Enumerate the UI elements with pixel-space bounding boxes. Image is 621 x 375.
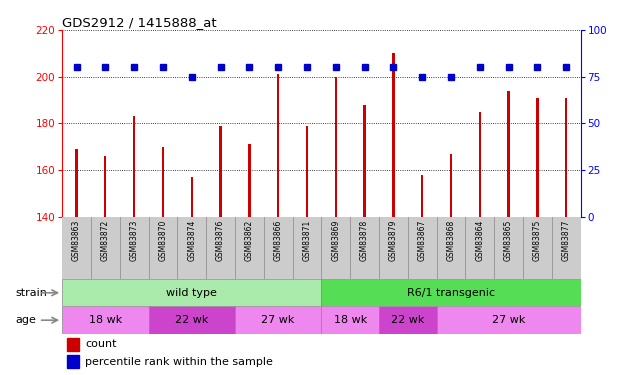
Bar	[479, 112, 481, 217]
Bar	[62, 279, 322, 306]
Text: percentile rank within the sample: percentile rank within the sample	[86, 357, 273, 366]
Bar	[219, 126, 222, 217]
Text: GSM83876: GSM83876	[216, 220, 225, 261]
Bar	[148, 306, 235, 334]
Text: GSM83871: GSM83871	[302, 220, 312, 261]
Bar	[162, 147, 164, 217]
Bar	[133, 116, 135, 217]
Text: GSM83874: GSM83874	[188, 220, 196, 261]
Text: GSM83869: GSM83869	[331, 220, 340, 261]
Text: GSM83870: GSM83870	[158, 220, 168, 261]
Text: GSM83878: GSM83878	[360, 220, 369, 261]
Bar	[67, 355, 79, 368]
Bar	[565, 98, 568, 217]
Text: GSM83868: GSM83868	[446, 220, 455, 261]
Text: GSM83862: GSM83862	[245, 220, 254, 261]
Text: 27 wk: 27 wk	[492, 315, 525, 325]
Bar	[67, 338, 79, 351]
Text: 27 wk: 27 wk	[261, 315, 295, 325]
Text: 22 wk: 22 wk	[391, 315, 425, 325]
Bar	[450, 154, 452, 217]
Bar	[75, 149, 78, 217]
Text: 22 wk: 22 wk	[175, 315, 209, 325]
Text: GDS2912 / 1415888_at: GDS2912 / 1415888_at	[62, 16, 217, 29]
Bar	[191, 177, 193, 217]
Bar	[363, 105, 366, 217]
Bar	[322, 306, 379, 334]
Text: wild type: wild type	[166, 288, 217, 298]
Bar	[507, 91, 510, 217]
Bar	[537, 98, 538, 217]
Text: GSM83875: GSM83875	[533, 220, 542, 261]
Bar	[277, 74, 279, 217]
Text: GSM83867: GSM83867	[418, 220, 427, 261]
Text: GSM83877: GSM83877	[562, 220, 571, 261]
Bar	[379, 306, 437, 334]
Bar	[335, 77, 337, 217]
Text: age: age	[16, 315, 36, 325]
Text: 18 wk: 18 wk	[89, 315, 122, 325]
Text: strain: strain	[16, 288, 47, 298]
Text: count: count	[86, 339, 117, 349]
Text: GSM83873: GSM83873	[130, 220, 138, 261]
Bar	[322, 279, 581, 306]
Bar	[421, 175, 424, 217]
Text: GSM83872: GSM83872	[101, 220, 110, 261]
Text: 18 wk: 18 wk	[333, 315, 367, 325]
Text: GSM83863: GSM83863	[72, 220, 81, 261]
Text: R6/1 transgenic: R6/1 transgenic	[407, 288, 495, 298]
Bar	[62, 306, 148, 334]
Bar	[235, 306, 322, 334]
Text: GSM83879: GSM83879	[389, 220, 398, 261]
Bar	[437, 306, 581, 334]
Text: GSM83864: GSM83864	[475, 220, 484, 261]
Text: GSM83865: GSM83865	[504, 220, 513, 261]
Bar	[248, 144, 250, 217]
Bar	[104, 156, 106, 217]
Text: GSM83866: GSM83866	[274, 220, 283, 261]
Bar	[306, 126, 308, 217]
Bar	[392, 53, 394, 217]
